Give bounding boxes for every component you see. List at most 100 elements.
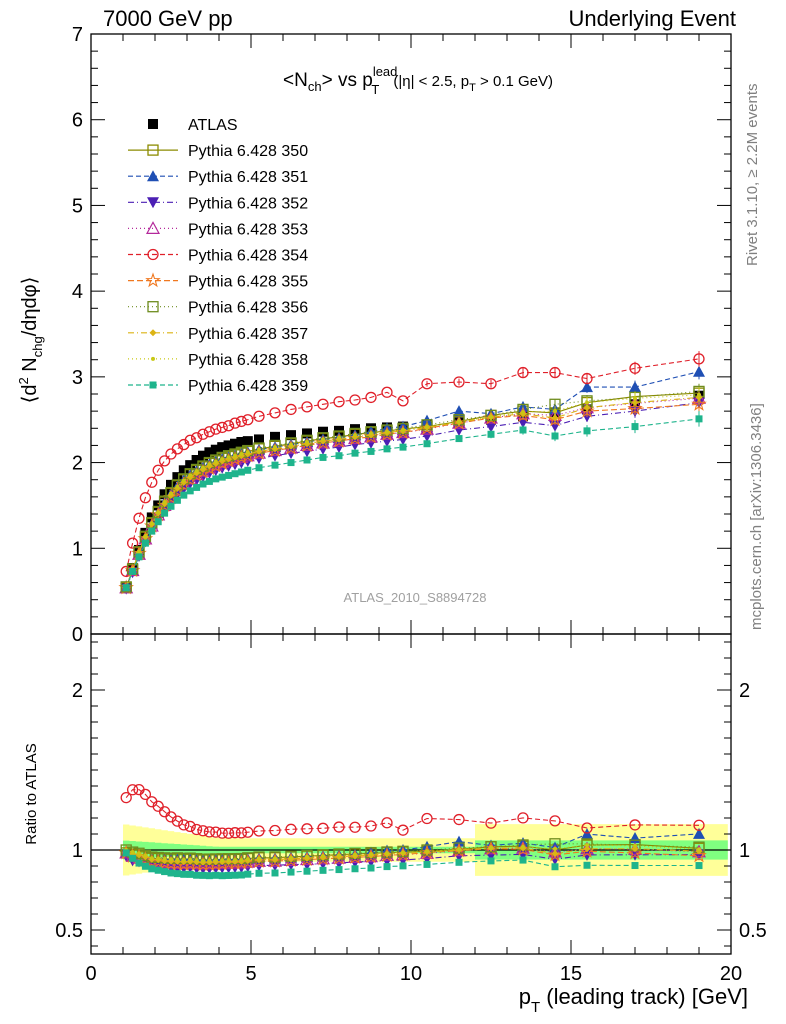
- ratio-point-pythia-6-428-359: [122, 849, 130, 857]
- ratio-point-pythia-6-428-359: [399, 862, 407, 870]
- point-pythia-6-428-359: [583, 427, 591, 435]
- point-pythia-6-428-356: [120, 581, 132, 593]
- point-pythia-6-428-359: [135, 553, 143, 561]
- point-atlas: [230, 438, 240, 449]
- ratio-point-pythia-6-428-354: [197, 825, 209, 837]
- ratio-y-tick-label: 1: [72, 840, 83, 862]
- ratio-point-pythia-6-428-359: [193, 871, 201, 879]
- ratio-point-pythia-6-428-359: [186, 870, 194, 878]
- legend-item-pythia-6-428-355: Pythia 6.428 355: [128, 272, 308, 291]
- ratio-point-pythia-6-428-354: [171, 815, 184, 827]
- ratio-y-tick-label: 2: [72, 680, 83, 702]
- ratio-point-pythia-6-428-358: [137, 851, 141, 856]
- legend-marker: [149, 329, 157, 337]
- point-pythia-6-428-354: [349, 394, 361, 406]
- ratio-point-pythia-6-428-359: [218, 872, 226, 880]
- ratio-point-pythia-6-428-359: [141, 862, 149, 870]
- point-atlas: [223, 440, 234, 451]
- ratio-point-pythia-6-428-359: [255, 869, 263, 877]
- ratio-point-pythia-6-428-358: [369, 852, 373, 856]
- ratio-point-pythia-6-428-354: [333, 821, 345, 833]
- ratio-y-axis-label: Ratio to ATLAS: [23, 743, 40, 844]
- point-pythia-6-428-353: [395, 425, 411, 439]
- legend-marker: [145, 272, 161, 288]
- point-pythia-6-428-358: [425, 424, 429, 429]
- point-pythia-6-428-354: [197, 428, 209, 440]
- point-pythia-6-428-359: [383, 445, 391, 453]
- point-pythia-6-428-358: [149, 521, 154, 526]
- ratio-point-pythia-6-428-358: [188, 857, 193, 862]
- ratio-plot-frame: [90, 633, 732, 955]
- point-pythia-6-428-359: [141, 539, 149, 547]
- series-pythia-6-428-356: [120, 383, 705, 593]
- ratio-point-pythia-6-428-359: [519, 856, 527, 864]
- point-atlas: [270, 431, 280, 442]
- ratio-point-pythia-6-428-354: [381, 817, 393, 829]
- point-pythia-6-428-358: [401, 428, 405, 432]
- ratio-point-pythia-6-428-359: [487, 857, 495, 865]
- series-pythia-6-428-358: [124, 387, 701, 589]
- ratio-point-pythia-6-428-358: [697, 847, 701, 852]
- ratio-point-pythia-6-428-358: [585, 843, 589, 848]
- point-pythia-6-428-354: [210, 423, 222, 435]
- legend: ATLAS Pythia 6.428 350 Pythia 6.428 351 Pyt…: [128, 117, 308, 395]
- ratio-series-pythia-6-428-359: [122, 849, 703, 880]
- legend-label: Pythia 6.428 350: [188, 143, 308, 160]
- point-atlas: [204, 447, 215, 458]
- point-pythia-6-428-358: [143, 534, 148, 539]
- series-pythia-6-428-353: [119, 390, 707, 594]
- ratio-point-pythia-6-428-358: [194, 858, 199, 863]
- point-pythia-6-428-354: [133, 512, 145, 524]
- analysis-label: ATLAS_2010_S8894728: [344, 590, 487, 605]
- ratio-point-pythia-6-428-358: [457, 847, 461, 852]
- point-pythia-6-428-358: [521, 410, 525, 414]
- x-tick-label: 0: [85, 963, 96, 985]
- point-pythia-6-428-359: [237, 468, 245, 476]
- point-atlas: [286, 430, 296, 441]
- ratio-point-pythia-6-428-354: [242, 826, 254, 838]
- ratio-y-tick-label: 0.5: [55, 920, 83, 942]
- point-pythia-6-428-355: [579, 402, 595, 418]
- series-pythia-6-428-357: [122, 389, 703, 592]
- ratio-point-pythia-6-428-354: [190, 823, 203, 836]
- ratio-point-pythia-6-428-359: [154, 866, 162, 874]
- ratio-point-pythia-6-428-358: [489, 846, 493, 851]
- ratio-point-pythia-6-428-359: [335, 866, 343, 874]
- point-pythia-6-428-358: [207, 462, 212, 467]
- y-tick-label: 1: [72, 538, 83, 560]
- point-pythia-6-428-354: [184, 434, 196, 446]
- ratio-point-pythia-6-428-354: [485, 817, 497, 829]
- point-pythia-6-428-358: [188, 473, 193, 478]
- point-pythia-6-428-359: [287, 459, 295, 467]
- ratio-point-pythia-6-428-358: [143, 853, 148, 858]
- legend-label: Pythia 6.428 356: [188, 300, 308, 317]
- ratio-point-pythia-6-428-358: [273, 856, 277, 861]
- point-pythia-6-428-354: [165, 448, 177, 460]
- ratio-point-pythia-6-428-359: [287, 868, 295, 876]
- series-atlas: [121, 390, 704, 592]
- x-tick-label: 20: [720, 963, 742, 985]
- point-pythia-6-428-354: [381, 386, 393, 398]
- series-pythia-6-428-354: [120, 351, 705, 578]
- point-atlas: [172, 472, 183, 483]
- point-pythia-6-428-358: [697, 392, 701, 397]
- header-left-label: 7000 GeV pp: [103, 6, 233, 31]
- title-nch: <N: [283, 70, 308, 91]
- ratio-point-pythia-6-428-354: [120, 791, 132, 804]
- point-pythia-6-428-354: [235, 415, 248, 428]
- point-pythia-6-428-354: [152, 464, 164, 476]
- ratio-point-pythia-6-428-355: [691, 847, 707, 863]
- ratio-point-pythia-6-428-358: [233, 858, 237, 863]
- point-pythia-6-428-358: [337, 435, 341, 440]
- y-tick-label: 5: [72, 195, 83, 217]
- legend-marker: [147, 144, 159, 156]
- ratio-point-pythia-6-428-353: [299, 852, 315, 866]
- ratio-point-pythia-6-428-354: [139, 788, 152, 801]
- ratio-point-pythia-6-428-359: [148, 865, 156, 873]
- point-pythia-6-428-358: [289, 442, 293, 447]
- x-tick-label: 10: [400, 963, 422, 985]
- ratio-point-pythia-6-428-359: [271, 869, 279, 877]
- point-pythia-6-428-357: [551, 414, 559, 422]
- ratio-point-pythia-6-428-358: [220, 858, 225, 863]
- point-pythia-6-428-354: [190, 432, 203, 444]
